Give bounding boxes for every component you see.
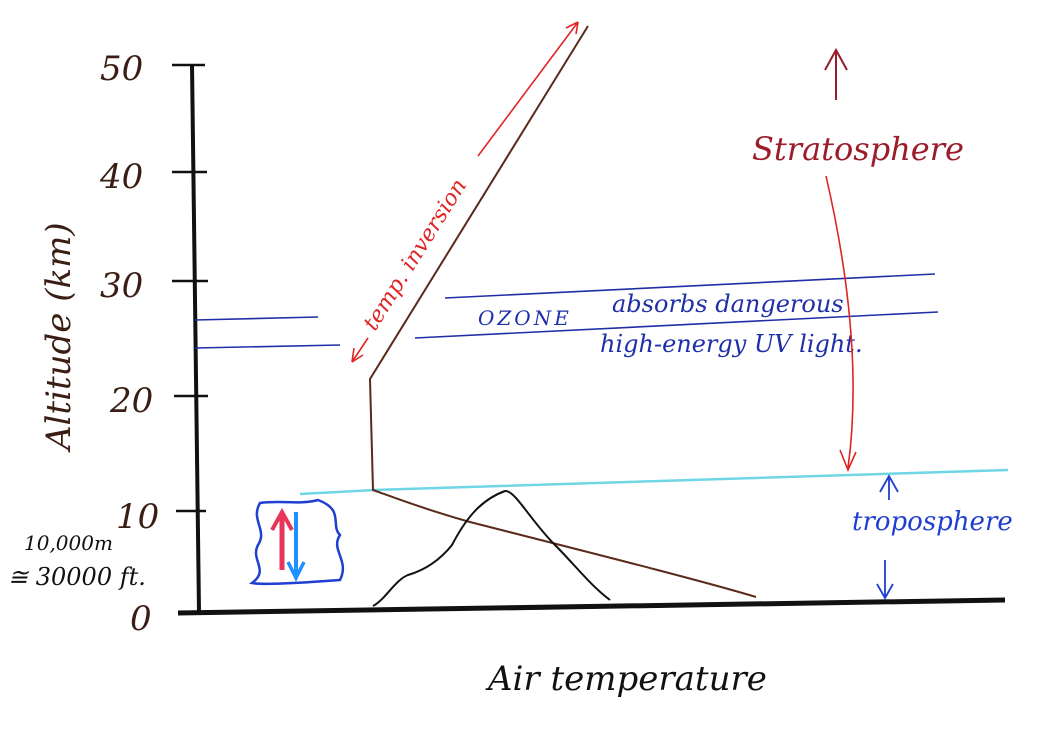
y-tick-label: 10 [116,497,159,537]
stratosphere-label: Stratosphere [752,130,964,168]
ozone-layer-lines [194,273,939,349]
temperature-profile-line [368,25,757,598]
y-tick-label: 40 [99,157,143,197]
y-tick-label: 50 [100,49,143,89]
ozone-description-line1: absorbs dangerous [612,290,844,318]
y-axis-label: Altitude (km) [39,222,79,453]
troposphere-up-arrow-icon [879,474,899,500]
tropopause-line [299,468,1009,496]
ozone-label: OZONE [478,306,572,330]
troposphere-label: troposphere [852,507,1013,537]
x-axis-line [177,597,1006,616]
side-note-line1: 10,000m [24,531,113,555]
updraft-arrow-icon [270,507,294,570]
y-tick-label: 0 [130,599,152,639]
stratosphere-span-arrow-icon [825,175,857,473]
y-axis-line [190,63,201,613]
mountain-outline [372,490,611,607]
downdraft-arrow-icon [286,512,306,582]
stratosphere-up-arrow-icon [824,47,848,100]
troposphere-down-arrow-icon [876,560,894,600]
temp-inversion-arrow-icon [351,21,579,363]
y-tick-label: 20 [109,381,153,421]
ozone-description-line2: high-energy UV light. [600,330,863,358]
x-axis-label: Air temperature [485,659,767,699]
y-axis-ticks [172,63,208,513]
temp-inversion-label: temp. inversion [359,175,472,336]
y-tick-label: 30 [100,266,143,306]
side-note-line2: ≅ 30000 ft. [8,563,146,591]
cloud-icon [248,498,345,586]
